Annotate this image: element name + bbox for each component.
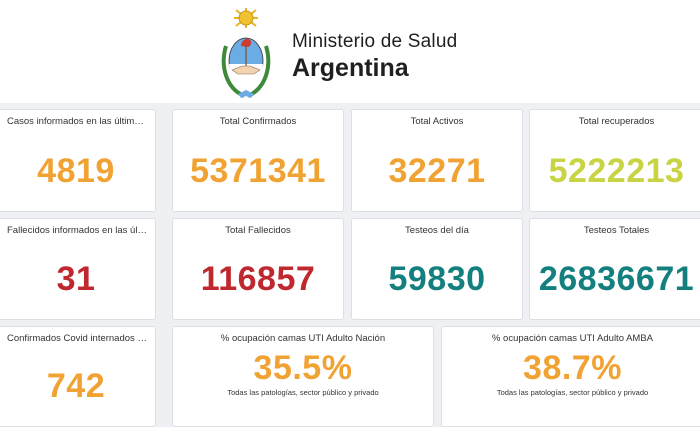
card-testeos-totales: Testeos Totales 26836671: [529, 218, 700, 320]
ministry-title: Ministerio de Salud: [292, 31, 458, 52]
card-value: 5371341: [190, 152, 326, 190]
card-subtitle: Todas las patologías, sector público y p…: [227, 388, 379, 397]
card-value: 742: [46, 367, 106, 405]
card-label: Total Fallecidos: [225, 225, 291, 236]
card-label: Fallecidos informados en las últimas 24 …: [7, 225, 149, 236]
card-label: Testeos del día: [405, 225, 469, 236]
card-value: 31: [56, 260, 96, 298]
card-label: Total Activos: [410, 116, 464, 127]
card-label: Casos informados en las últimas 24 horas: [7, 116, 149, 127]
card-label: Testeos Totales: [583, 225, 650, 236]
card-value: 26836671: [538, 260, 695, 298]
card-total-confirmados: Total Confirmados 5371341: [172, 109, 344, 212]
card-value: 38.7%: [523, 349, 622, 387]
card-label: % ocupación camas UTI Adulto Nación: [220, 333, 386, 344]
coat-of-arms-icon: [221, 8, 271, 98]
card-value: 116857: [200, 260, 316, 298]
card-total-recuperados: Total recuperados 5222213: [529, 109, 700, 212]
card-value: 59830: [388, 260, 486, 298]
card-value: 5222213: [548, 152, 685, 190]
card-total-fallecidos: Total Fallecidos 116857: [172, 218, 344, 320]
page-header: Ministerio de Salud Argentina: [0, 0, 700, 103]
card-label: Confirmados Covid internados UTI: [7, 333, 149, 344]
card-label: Total recuperados: [578, 116, 655, 127]
card-value: 4819: [37, 152, 115, 190]
sun-icon: [234, 8, 258, 28]
card-label: Total Confirmados: [219, 116, 297, 127]
card-ocupacion-amba: % ocupación camas UTI Adulto AMBA 38.7% …: [441, 326, 700, 427]
card-ocupacion-nacion: % ocupación camas UTI Adulto Nación 35.5…: [172, 326, 434, 427]
card-total-activos: Total Activos 32271: [351, 109, 523, 212]
country-title: Argentina: [292, 54, 409, 82]
card-internados-uti: Confirmados Covid internados UTI 742: [0, 326, 156, 427]
card-testeos-dia: Testeos del día 59830: [351, 218, 523, 320]
card-value: 32271: [388, 152, 486, 190]
card-subtitle: Todas las patologías, sector público y p…: [496, 388, 649, 397]
card-value: 35.5%: [253, 349, 353, 387]
card-fallecidos-24h: Fallecidos informados en las últimas 24 …: [0, 218, 156, 320]
card-label: % ocupación camas UTI Adulto AMBA: [491, 333, 654, 344]
card-casos-24h: Casos informados en las últimas 24 horas…: [0, 109, 156, 212]
